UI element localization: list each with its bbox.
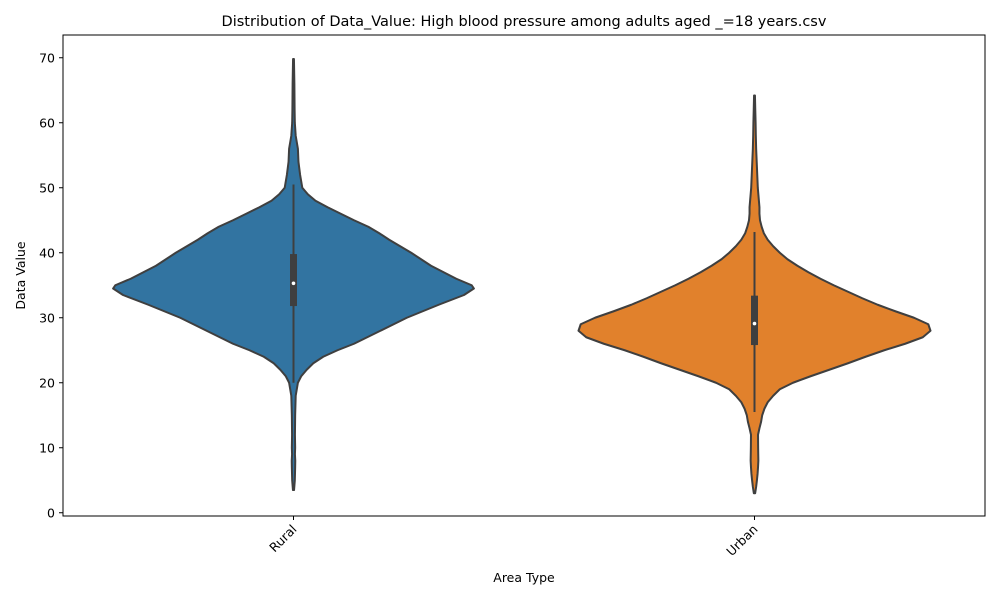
- median-marker: [752, 321, 757, 326]
- y-tick-label: 10: [39, 440, 55, 455]
- violins-layer: [112, 58, 932, 495]
- y-axis-label: Data Value: [13, 241, 28, 309]
- y-tick-label: 30: [39, 310, 55, 325]
- chart-title: Distribution of Data_Value: High blood p…: [222, 14, 827, 30]
- y-tick-label: 0: [47, 505, 55, 520]
- x-tick-label-rural: Rural: [266, 522, 299, 555]
- x-axis-label: Area Type: [493, 570, 555, 585]
- y-axis: 0 10 20 30 40 50 60 70: [39, 50, 63, 520]
- y-tick-label: 50: [39, 180, 55, 195]
- plot-area-frame: [62, 34, 986, 517]
- y-tick-label: 60: [39, 115, 55, 130]
- iqr-box: [290, 254, 297, 307]
- iqr-box: [751, 295, 758, 346]
- y-tick-label: 70: [39, 50, 55, 65]
- x-tick-label-urban: Urban: [723, 522, 760, 559]
- y-tick-label: 20: [39, 375, 55, 390]
- median-marker: [291, 281, 296, 286]
- y-tick-label: 40: [39, 245, 55, 260]
- x-axis: Rural Urban: [266, 516, 761, 559]
